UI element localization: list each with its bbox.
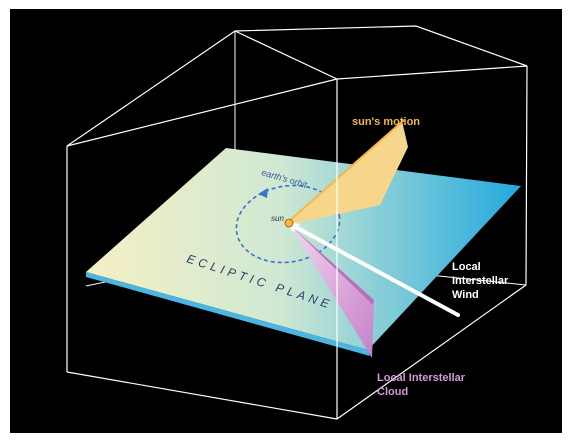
suns-motion-label: sun's motion (352, 116, 420, 128)
sun-dot (284, 218, 294, 228)
ecliptic-plane-rim (86, 272, 370, 356)
local-interstellar-wind-beam (288, 222, 460, 317)
orbit-arrow-icon (258, 188, 268, 198)
local-interstellar-cloud-cone (290, 225, 374, 358)
box-front-edges (66, 25, 528, 420)
wind-label-line-1: Local (452, 261, 481, 273)
suns-motion-line (287, 119, 405, 223)
sun-label: sun (271, 214, 284, 223)
wind-label-line-3: Wind (452, 289, 479, 301)
suns-motion-wedge-shade (286, 121, 408, 225)
cloud-label-line-2: Cloud (377, 386, 408, 398)
earths-orbit-ellipse (235, 184, 341, 264)
ecliptic-plane (86, 148, 521, 350)
local-interstellar-cloud-shade (290, 225, 374, 305)
wind-label-line-2: Interstellar (452, 275, 509, 287)
cloud-label-line-1: Local Interstellar (377, 372, 466, 384)
